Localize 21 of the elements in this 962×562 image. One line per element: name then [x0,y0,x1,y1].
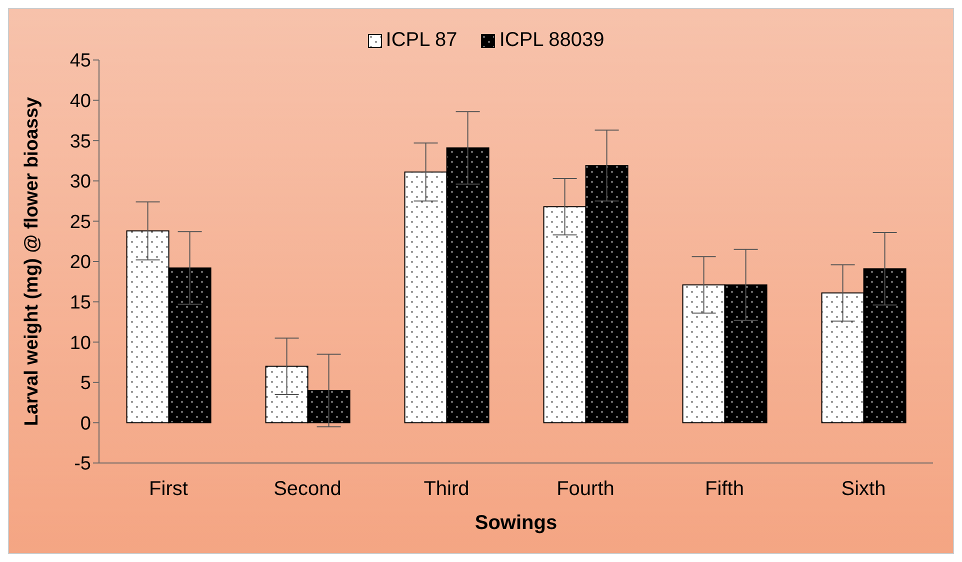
y-tick-label: 20 [70,252,91,274]
x-tick-label: Fifth [705,478,744,500]
y-tick-label: 45 [70,50,91,72]
x-tick-label: Sixth [841,478,886,500]
x-tick-label: Fourth [556,478,614,500]
y-tick-label: 10 [70,332,91,354]
y-tick-label: 25 [70,212,91,233]
y-tick-label: 40 [70,91,91,112]
y-tick-label: -5 [74,454,91,475]
legend-label: ICPL 88039 [499,29,604,52]
y-tick-label: 15 [70,292,91,314]
y-tick-label: 35 [70,131,91,152]
x-tick-label: Second [274,478,342,500]
x-tick-label: Third [424,478,470,500]
x-axis-title: Sowings [474,512,558,534]
y-tick-label: 30 [70,172,91,193]
y-tick-label: 0 [80,413,91,434]
x-tick-label: First [149,478,188,500]
y-tick-label: 5 [80,373,91,394]
legend-label: ICPL 87 [386,29,458,52]
y-axis-title: Larval weight (mg) @ flower bioassy [22,96,43,426]
